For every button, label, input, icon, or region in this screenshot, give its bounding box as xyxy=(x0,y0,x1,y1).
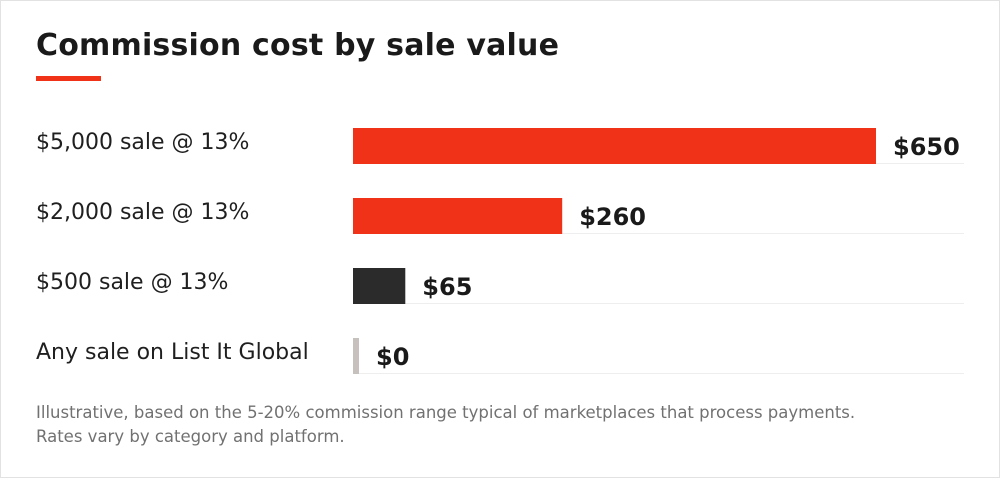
footnote-line-1: Illustrative, based on the 5-20% commiss… xyxy=(36,403,856,422)
footnote: Illustrative, based on the 5-20% commiss… xyxy=(36,401,976,449)
value-label: $0 xyxy=(376,343,409,371)
value-label: $260 xyxy=(579,203,646,231)
category-label: $500 sale @ 13% xyxy=(36,270,228,295)
bar xyxy=(353,128,876,164)
footnote-line-2: Rates vary by category and platform. xyxy=(36,427,345,446)
title-accent-rule xyxy=(36,76,101,81)
category-label: Any sale on List It Global xyxy=(36,340,309,365)
chart-title: Commission cost by sale value xyxy=(36,28,560,63)
value-label: $65 xyxy=(422,273,472,301)
bar xyxy=(353,338,359,374)
category-label: $2,000 sale @ 13% xyxy=(36,200,249,225)
category-label: $5,000 sale @ 13% xyxy=(36,130,249,155)
bar xyxy=(353,268,406,304)
value-label: $650 xyxy=(893,133,960,161)
bar xyxy=(353,198,563,234)
bar-chart: $5,000 sale @ 13% $650 $2,000 sale @ 13% $2… xyxy=(36,128,964,374)
